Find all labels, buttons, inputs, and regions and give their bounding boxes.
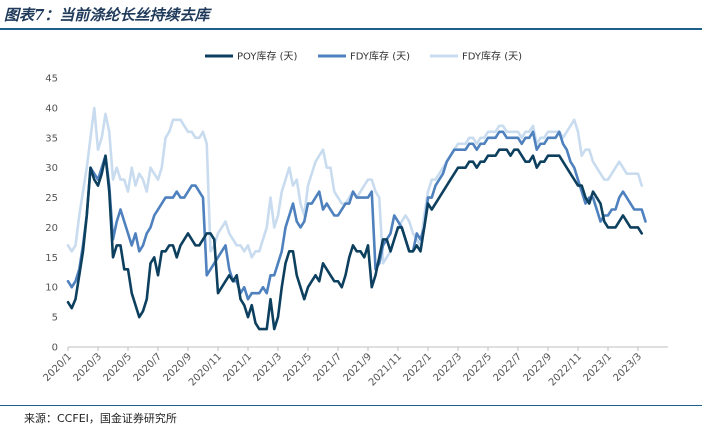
x-tick-label: 2021/11: [367, 351, 404, 388]
x-tick-label: 2020/1: [41, 351, 74, 384]
legend-label: FDY库存 (天): [462, 50, 522, 63]
x-tick-label: 2022/7: [491, 351, 524, 384]
y-tick-label: 35: [45, 133, 58, 144]
source-note: 来源：CCFEI，国金证券研究所: [24, 412, 177, 425]
y-tick-label: 25: [45, 193, 58, 204]
x-tick-label: 2022/11: [547, 351, 584, 388]
series-line: [66, 130, 647, 301]
bottom-divider: [0, 405, 702, 406]
x-tick-label: 2020/5: [101, 351, 134, 384]
x-tick-label: 2020/7: [131, 351, 164, 384]
y-tick-label: 45: [45, 74, 58, 85]
y-tick-label: 10: [45, 283, 58, 294]
x-tick-label: 2023/1: [581, 351, 614, 384]
x-tick-label: 2021/5: [281, 351, 314, 384]
x-tick-label: 2021/3: [251, 351, 284, 384]
y-tick-label: 40: [45, 103, 58, 114]
x-tick-label: 2020/3: [71, 351, 104, 384]
x-tick-label: 2020/11: [187, 351, 224, 388]
x-tick-label: 2021/7: [311, 351, 344, 384]
chart-title: 图表7：当前涤纶长丝持续去库: [4, 6, 210, 24]
x-tick-label: 2022/3: [431, 351, 464, 384]
series-line: [66, 106, 644, 265]
legend-label: FDY库存 (天): [350, 50, 410, 63]
y-tick-label: 20: [45, 223, 58, 234]
line-chart: 0510152025303540452020/12020/32020/52020…: [41, 50, 668, 388]
y-tick-label: 5: [52, 313, 58, 324]
x-tick-label: 2022/1: [401, 351, 434, 384]
y-tick-label: 0: [52, 343, 58, 354]
x-tick-label: 2022/5: [461, 351, 494, 384]
title-divider: [0, 28, 702, 30]
y-tick-label: 15: [45, 253, 58, 264]
x-tick-label: 2021/1: [221, 351, 254, 384]
legend-label: POY库存 (天): [237, 50, 298, 63]
y-tick-label: 30: [45, 163, 58, 174]
x-tick-label: 2023/3: [611, 351, 644, 384]
series-line: [66, 148, 644, 331]
